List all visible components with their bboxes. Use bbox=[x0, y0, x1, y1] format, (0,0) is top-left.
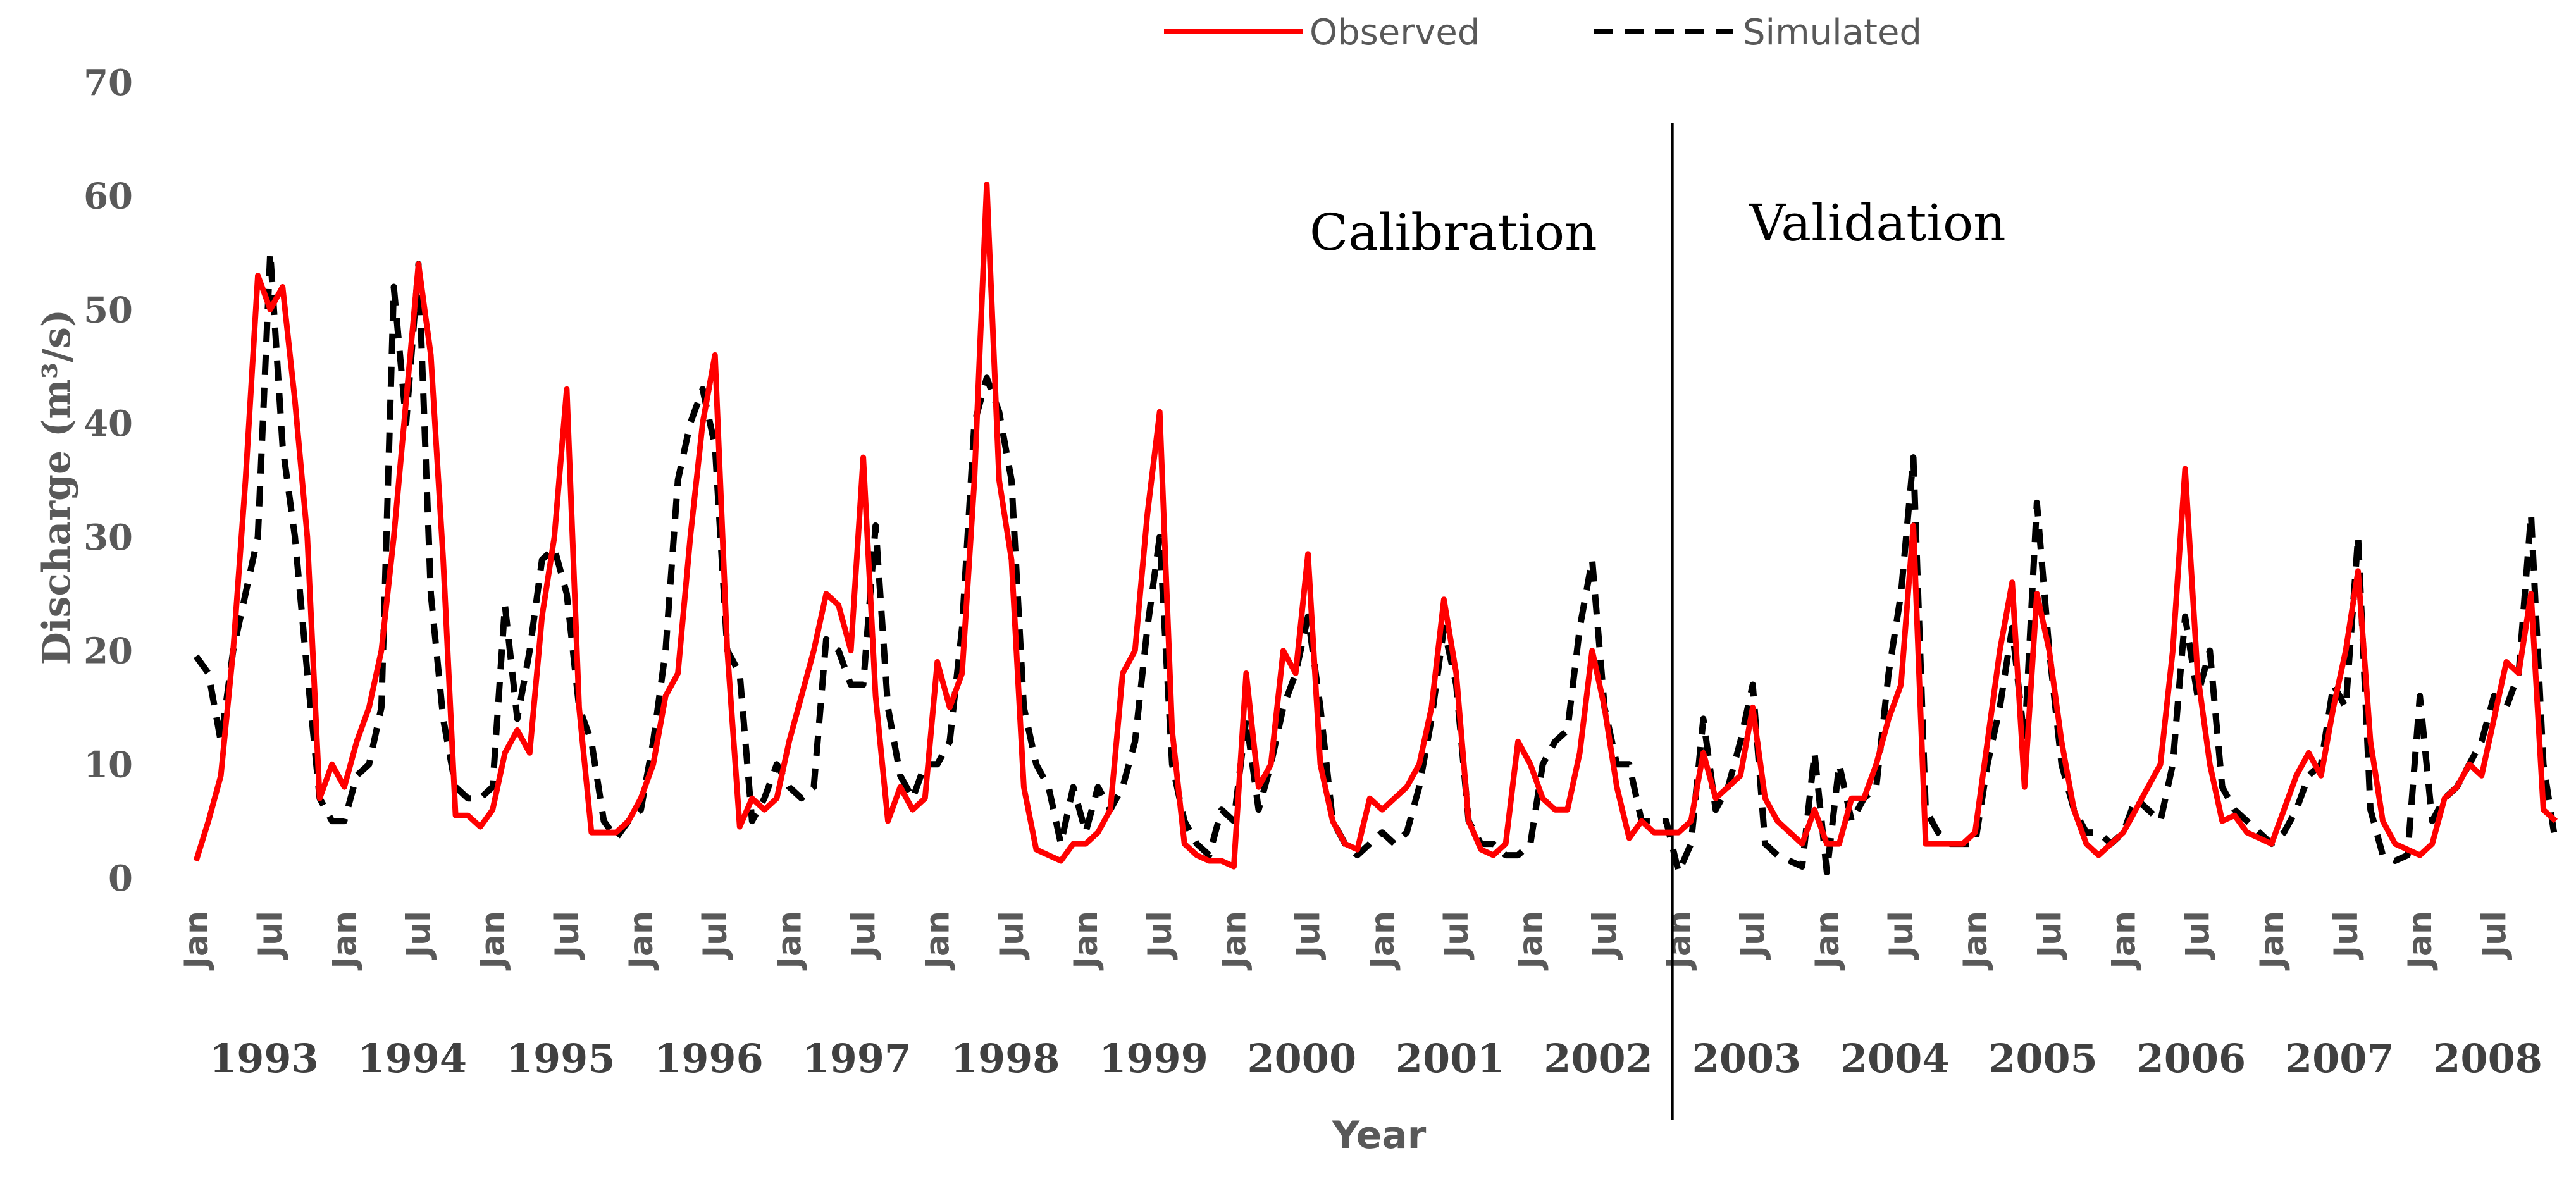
legend-simulated-label: Simulated bbox=[1743, 12, 1922, 53]
x-tick-label: Jan bbox=[474, 911, 512, 970]
year-label: 2004 bbox=[1840, 1035, 1950, 1082]
year-label: 1999 bbox=[1099, 1035, 1208, 1082]
y-axis-title: Discharge (m³/s) bbox=[35, 309, 79, 665]
year-label: 2007 bbox=[2285, 1035, 2394, 1082]
x-tick-label: Jan bbox=[326, 911, 364, 970]
year-label: 1994 bbox=[357, 1035, 467, 1082]
legend: Observed Simulated bbox=[1164, 12, 1922, 53]
x-tick-label: Jul bbox=[1883, 911, 1921, 960]
x-tick-label: Jul bbox=[1141, 911, 1179, 960]
year-label: 1996 bbox=[654, 1035, 764, 1082]
x-tick-label: Jan bbox=[919, 911, 957, 970]
y-tick-label: 40 bbox=[84, 403, 133, 445]
year-label: 1995 bbox=[506, 1035, 616, 1082]
x-tick-label: Jan bbox=[2253, 911, 2291, 970]
x-tick-label: Jan bbox=[1215, 911, 1253, 970]
y-tick-label: 10 bbox=[84, 744, 133, 786]
x-tick-label: Jan bbox=[1809, 911, 1847, 970]
year-label: 2001 bbox=[1396, 1035, 1505, 1082]
year-label: 2000 bbox=[1248, 1035, 1357, 1082]
x-tick-label: Jul bbox=[993, 911, 1031, 960]
legend-observed-label: Observed bbox=[1310, 12, 1480, 53]
x-tick-label: Jan bbox=[2401, 911, 2439, 970]
x-tick-label: Jul bbox=[2179, 911, 2217, 960]
series-line-simulated bbox=[193, 249, 2559, 875]
validation-label: Validation bbox=[1749, 194, 2006, 252]
x-tick-label: Jan bbox=[771, 911, 808, 970]
x-axis-title: Year bbox=[1332, 1113, 1427, 1157]
x-tick-label: Jan bbox=[1364, 911, 1402, 970]
y-tick-label: 20 bbox=[84, 631, 133, 672]
x-tick-label: Jan bbox=[2105, 911, 2143, 970]
y-tick-label: 50 bbox=[84, 289, 133, 331]
year-label: 2008 bbox=[2433, 1035, 2542, 1082]
x-tick-label: Jul bbox=[845, 911, 883, 960]
x-tick-label: Jan bbox=[1512, 911, 1550, 970]
y-tick-label: 70 bbox=[84, 62, 133, 104]
x-tick-label: Jul bbox=[252, 911, 290, 960]
x-tick-label: Jul bbox=[400, 911, 438, 960]
y-tick-label: 60 bbox=[84, 176, 133, 218]
year-label: 2005 bbox=[1988, 1035, 2098, 1082]
y-tick-label: 30 bbox=[84, 517, 133, 559]
year-label: 2003 bbox=[1692, 1035, 1802, 1082]
x-tick-label: Jan bbox=[1957, 911, 1995, 970]
series-line-observed bbox=[193, 182, 2558, 870]
year-label: 2002 bbox=[1544, 1035, 1653, 1082]
x-tick-label: Jan bbox=[1660, 911, 1698, 970]
x-tick-label: Jan bbox=[622, 911, 660, 970]
x-tick-label: Jul bbox=[1586, 911, 1624, 960]
year-label: 1993 bbox=[209, 1035, 319, 1082]
x-tick-label: Jan bbox=[1067, 911, 1105, 970]
year-label: 1998 bbox=[951, 1035, 1060, 1082]
x-tick-label: Jul bbox=[2475, 911, 2513, 960]
x-tick-label: Jan bbox=[178, 911, 216, 970]
year-label: 2006 bbox=[2137, 1035, 2246, 1082]
x-tick-label: Jul bbox=[548, 911, 586, 960]
x-tick-label: Jul bbox=[1735, 911, 1773, 960]
x-tick-label: Jul bbox=[2327, 911, 2365, 960]
calibration-label: Calibration bbox=[1310, 203, 1597, 262]
x-tick-label: Jul bbox=[2031, 911, 2069, 960]
x-tick-label: Jul bbox=[1290, 911, 1328, 960]
y-tick-label: 0 bbox=[108, 858, 133, 899]
x-tick-label: Jul bbox=[1438, 911, 1476, 960]
x-tick-label: Jul bbox=[697, 911, 734, 960]
year-label: 1997 bbox=[803, 1035, 912, 1082]
